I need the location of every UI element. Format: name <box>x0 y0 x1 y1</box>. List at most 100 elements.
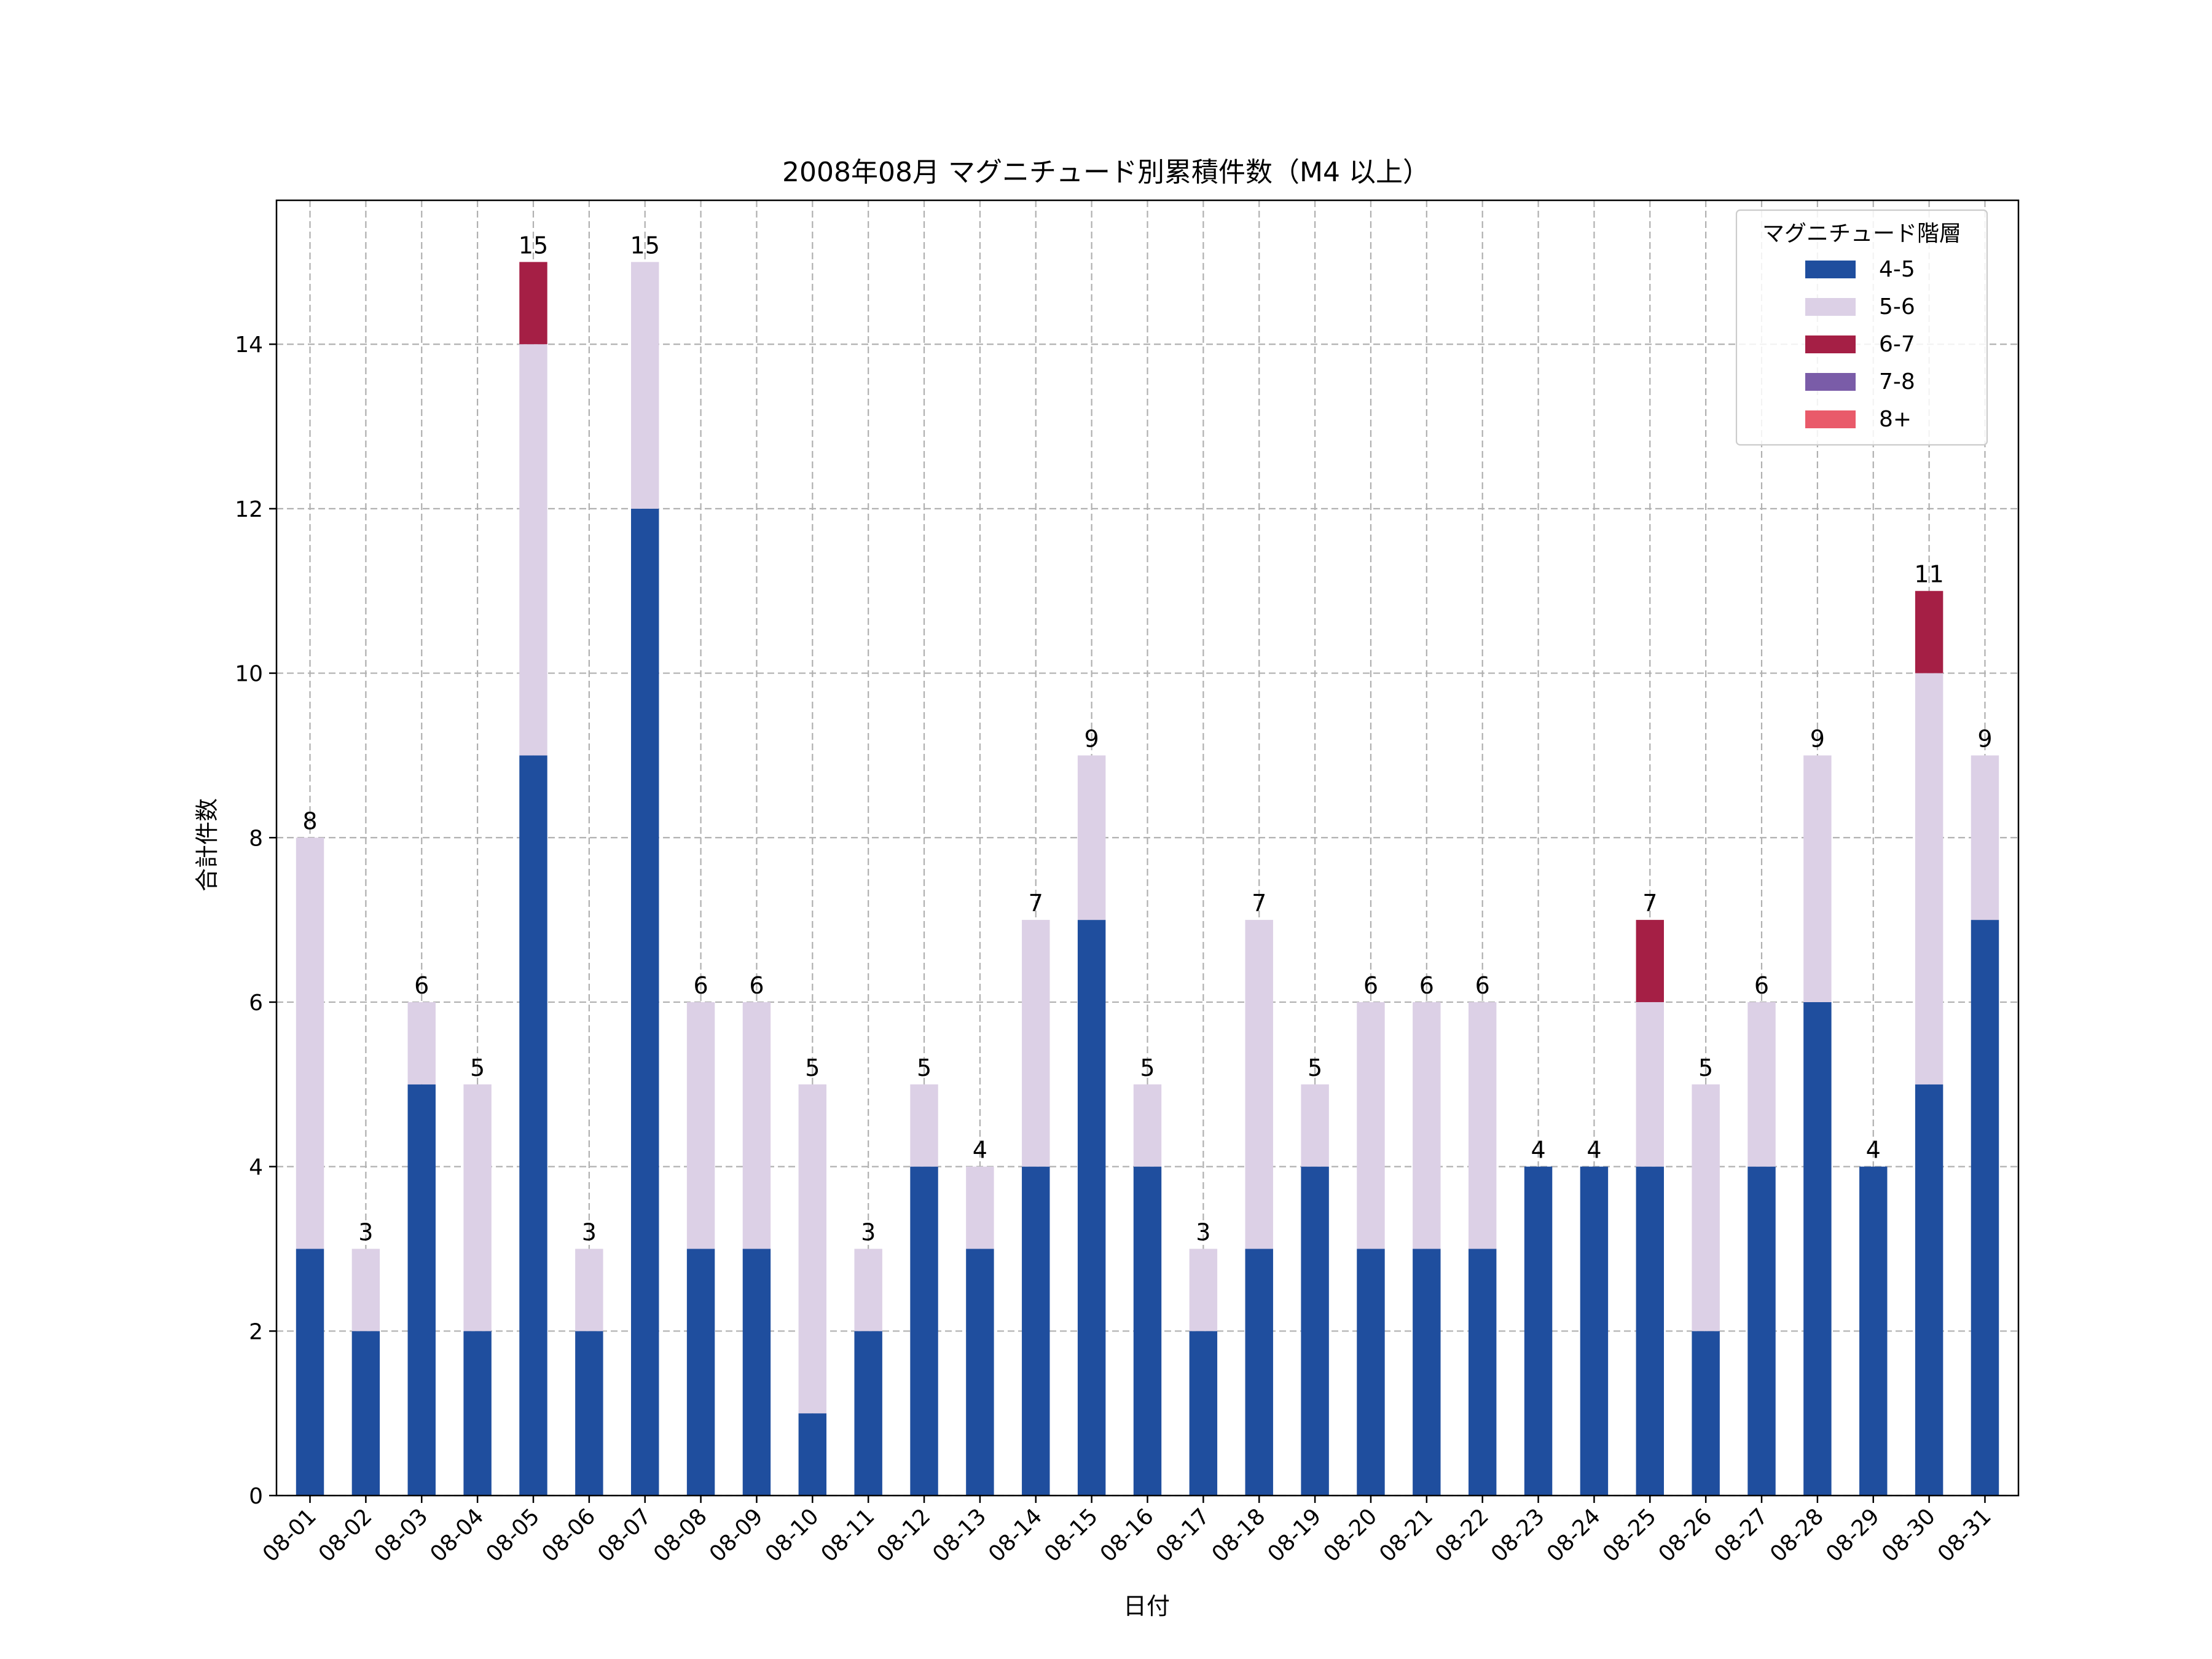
bar-segment <box>1636 1166 1665 1496</box>
bar-segment <box>351 1249 380 1332</box>
total-label: 6 <box>693 972 708 999</box>
total-label: 11 <box>1914 561 1943 588</box>
bar-segment <box>630 262 659 509</box>
total-label: 4 <box>1866 1137 1881 1164</box>
legend-entry: 7-8 <box>1879 369 1915 394</box>
legend: マグニチュード階層 4-5 5-6 6-7 7-8 8+ <box>1735 209 1988 446</box>
bar-segment <box>463 1084 492 1332</box>
bar-segment <box>686 1002 715 1249</box>
bar-segment <box>854 1331 882 1496</box>
bar-segment <box>296 1249 324 1496</box>
total-label: 8 <box>302 807 317 834</box>
bar-segment <box>1022 1166 1050 1496</box>
legend-box <box>1735 209 1988 446</box>
bar-segment <box>1524 1166 1553 1496</box>
bar-segment <box>407 1084 436 1496</box>
bar-segment <box>1468 1249 1497 1496</box>
bar-segment <box>1357 1249 1385 1496</box>
bar-segment <box>1413 1249 1441 1496</box>
legend-swatch <box>1805 410 1856 428</box>
legend-swatch <box>1805 335 1856 353</box>
total-label: 6 <box>1754 972 1769 999</box>
bar-segment <box>296 837 324 1249</box>
total-label: 5 <box>1140 1054 1155 1081</box>
bar-segment <box>854 1249 882 1332</box>
y-tick-label: 4 <box>249 1155 263 1180</box>
total-label: 3 <box>358 1218 373 1245</box>
bar-segment <box>519 262 547 345</box>
bar-segment <box>1413 1002 1441 1249</box>
y-axis-label: 合計件数 <box>194 798 221 892</box>
chart-title: 2008年08月 マグニチュード別累積件数（M4 以上） <box>782 157 1430 188</box>
bar-segment <box>575 1249 603 1332</box>
bar-segment <box>351 1331 380 1496</box>
bar-segment <box>966 1249 994 1496</box>
series-4-5 <box>296 508 1999 1496</box>
legend-entry: 5-6 <box>1879 294 1915 320</box>
total-label: 9 <box>1084 725 1099 752</box>
total-labels: 8 3 6 5 15 3 15 6 6 5 3 5 4 7 9 5 3 7 5 6 6 6 4 4 7 5 6 9 4 11 9 <box>302 232 1992 1245</box>
bar-segment <box>1692 1084 1720 1332</box>
bar-segment <box>742 1002 771 1249</box>
y-tick-label: 0 <box>249 1484 263 1509</box>
bar-segment <box>742 1249 771 1496</box>
total-label: 5 <box>805 1054 820 1081</box>
total-label: 6 <box>749 972 764 999</box>
bar-segment <box>519 344 547 756</box>
bar-segment <box>407 1002 436 1084</box>
legend-entry: 4-5 <box>1879 257 1915 282</box>
legend-swatch <box>1805 298 1856 316</box>
bar-segment <box>966 1166 994 1249</box>
y-tick-label: 8 <box>249 826 263 851</box>
bar-segment <box>1747 1002 1776 1167</box>
bar-segment <box>910 1084 938 1167</box>
bar-segment <box>1133 1166 1162 1496</box>
total-label: 15 <box>630 232 660 259</box>
bar-segment <box>1357 1002 1385 1249</box>
bar-segment <box>1580 1166 1609 1496</box>
total-label: 7 <box>1642 890 1657 917</box>
series-6-7 <box>519 262 1943 1002</box>
bar-segment <box>1636 1002 1665 1167</box>
bar-segment <box>1189 1249 1218 1332</box>
bar-segment <box>1245 1249 1273 1496</box>
total-label: 6 <box>1419 972 1434 999</box>
total-label: 6 <box>414 972 429 999</box>
bar-segment <box>1803 755 1832 1002</box>
total-label: 6 <box>1363 972 1378 999</box>
bar-segment <box>630 508 659 1496</box>
bar-segment <box>798 1413 827 1496</box>
y-axis: 0 2 4 6 8 10 12 14 <box>235 332 276 1509</box>
bar-segment <box>1468 1002 1497 1249</box>
total-label: 5 <box>1308 1054 1322 1081</box>
total-label: 9 <box>1977 725 1992 752</box>
bar-segment <box>1301 1084 1329 1167</box>
bar-segment <box>910 1166 938 1496</box>
bar-segment <box>1692 1331 1720 1496</box>
bar-series <box>296 262 1999 1496</box>
bar-segment <box>1971 920 1999 1496</box>
y-tick-label: 2 <box>249 1319 263 1344</box>
bar-segment <box>1189 1331 1218 1496</box>
x-axis-label: 日付 <box>1123 1593 1170 1620</box>
total-label: 4 <box>1531 1137 1545 1164</box>
y-tick-label: 6 <box>249 990 263 1016</box>
bar-segment <box>798 1084 827 1414</box>
legend-entry: 6-7 <box>1879 332 1915 357</box>
legend-swatch <box>1805 261 1856 278</box>
bar-segment <box>1077 755 1106 920</box>
legend-entry: 8+ <box>1879 407 1912 432</box>
bar-segment <box>463 1331 492 1496</box>
y-tick-label: 14 <box>235 332 263 358</box>
total-label: 3 <box>1196 1218 1210 1245</box>
bar-segment <box>1301 1166 1329 1496</box>
total-label: 4 <box>1586 1137 1601 1164</box>
total-label: 7 <box>1252 890 1266 917</box>
bar-segment <box>1915 1084 1943 1496</box>
bar-segment <box>1022 920 1050 1167</box>
legend-swatch <box>1805 373 1856 391</box>
total-label: 3 <box>582 1218 597 1245</box>
bar-segment <box>1915 590 1943 673</box>
bar-segment <box>1245 920 1273 1249</box>
total-label: 5 <box>1698 1054 1713 1081</box>
